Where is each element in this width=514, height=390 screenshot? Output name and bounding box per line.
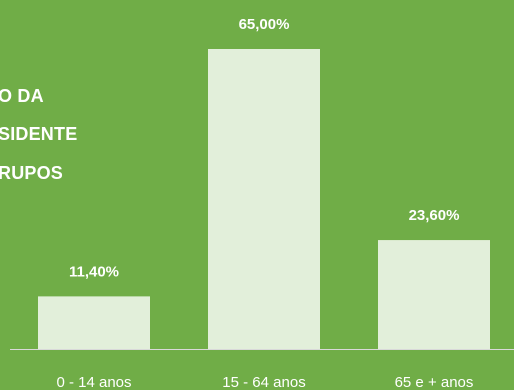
data-label-1: 65,00% [239, 16, 290, 33]
bar-2 [378, 240, 490, 349]
data-label-0: 11,40% [69, 263, 119, 280]
bar-0 [38, 296, 150, 349]
data-label-2: 23,60% [409, 207, 460, 224]
x-tick-label-0: 0 - 14 anos [56, 374, 131, 390]
chart-title-line-2: SIDENTE [0, 124, 78, 144]
x-tick-label-1: 15 - 64 anos [222, 374, 305, 390]
chart-title-line-3: RUPOS [0, 163, 64, 183]
x-tick-label-2: 65 e + anos [395, 374, 474, 390]
chart-title-line-1: O DA [0, 86, 44, 106]
bar-1 [208, 49, 320, 349]
